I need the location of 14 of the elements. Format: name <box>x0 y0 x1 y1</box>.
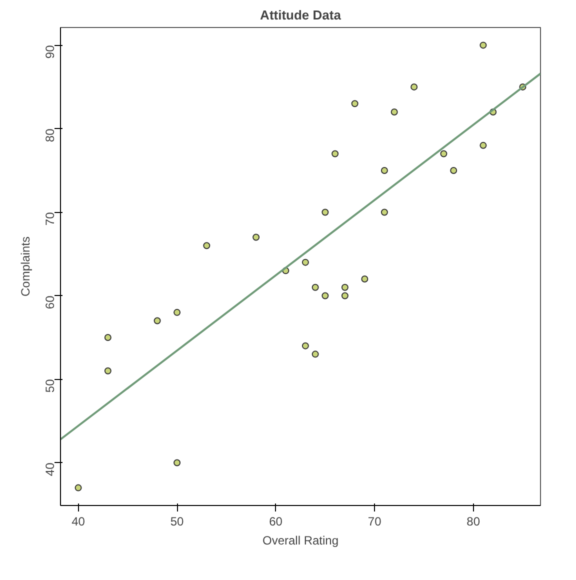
y-tick-label: 80 <box>43 128 57 142</box>
x-tick-label: 80 <box>466 514 480 528</box>
x-tick-label: 70 <box>368 514 382 528</box>
y-tick-label: 60 <box>43 295 57 310</box>
y-tick-label: 70 <box>43 212 57 226</box>
y-tick-label: 40 <box>43 462 57 476</box>
x-axis-title: Overall Rating <box>262 534 339 548</box>
x-tick-label: 50 <box>170 514 184 528</box>
x-tick-label: 60 <box>269 514 283 528</box>
x-tick-label: 40 <box>72 514 86 528</box>
y-tick-label: 90 <box>43 44 57 59</box>
y-axis-title: Complaints <box>18 236 32 297</box>
chart-title: Attitude Data <box>260 8 342 22</box>
y-tick-label: 50 <box>43 378 57 393</box>
